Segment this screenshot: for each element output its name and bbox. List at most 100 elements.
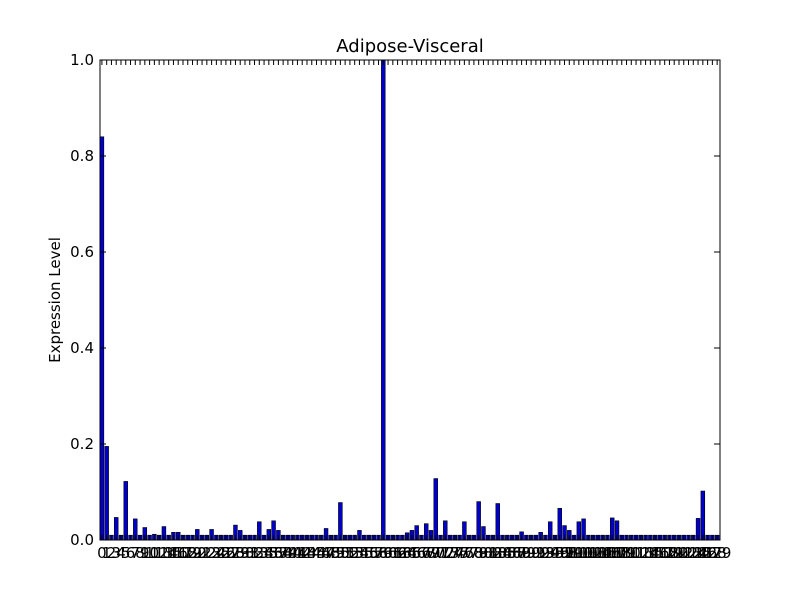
- x-tick-label-126: 126: [689, 544, 718, 562]
- x-tick-label-22: 22: [197, 544, 216, 562]
- x-tick-label-58: 58: [369, 544, 388, 562]
- x-tick-label-45: 45: [307, 544, 326, 562]
- y-tick-label-5: 1.0: [70, 51, 94, 69]
- x-tick-label-68: 68: [417, 544, 436, 562]
- x-tick-label-47: 47: [317, 544, 336, 562]
- x-tick-label-20: 20: [188, 544, 207, 562]
- x-tick-label-31: 31: [240, 544, 259, 562]
- x-tick-label-56: 56: [359, 544, 378, 562]
- x-ticks-group: 0123456789101112131415161718192021222324…: [97, 60, 731, 562]
- x-tick-label-6: 6: [126, 544, 136, 562]
- x-tick-label-124: 124: [679, 544, 708, 562]
- x-tick-label-101: 101: [569, 544, 598, 562]
- x-tick-label-41: 41: [288, 544, 307, 562]
- x-tick-label-113: 113: [627, 544, 656, 562]
- x-tick-label-77: 77: [460, 544, 479, 562]
- x-tick-label-24: 24: [207, 544, 226, 562]
- x-tick-label-128: 128: [698, 544, 727, 562]
- x-tick-label-87: 87: [507, 544, 526, 562]
- x-tick-label-94: 94: [541, 544, 560, 562]
- x-tick-label-16: 16: [169, 544, 188, 562]
- x-tick-label-95: 95: [545, 544, 564, 562]
- bar-5: [123, 481, 128, 541]
- x-tick-label-122: 122: [669, 544, 698, 562]
- x-tick-label-123: 123: [674, 544, 703, 562]
- x-tick-label-34: 34: [255, 544, 274, 562]
- x-tick-label-90: 90: [522, 544, 541, 562]
- x-tick-label-25: 25: [212, 544, 231, 562]
- x-tick-label-78: 78: [464, 544, 483, 562]
- x-tick-label-42: 42: [293, 544, 312, 562]
- x-tick-label-108: 108: [603, 544, 632, 562]
- x-tick-label-80: 80: [474, 544, 493, 562]
- x-tick-label-60: 60: [379, 544, 398, 562]
- x-tick-label-9: 9: [140, 544, 150, 562]
- x-tick-label-120: 120: [660, 544, 689, 562]
- x-tick-label-37: 37: [269, 544, 288, 562]
- x-tick-label-83: 83: [488, 544, 507, 562]
- bar-1: [104, 446, 109, 541]
- y-tick-label-0: 0.0: [70, 531, 94, 549]
- x-tick-label-88: 88: [512, 544, 531, 562]
- x-tick-label-33: 33: [250, 544, 269, 562]
- x-tick-label-100: 100: [565, 544, 594, 562]
- x-tick-label-55: 55: [355, 544, 374, 562]
- x-tick-label-84: 84: [493, 544, 512, 562]
- x-tick-label-48: 48: [321, 544, 340, 562]
- x-tick-label-92: 92: [531, 544, 550, 562]
- x-tick-label-69: 69: [421, 544, 440, 562]
- x-tick-label-71: 71: [431, 544, 450, 562]
- x-tick-label-103: 103: [579, 544, 608, 562]
- x-tick-label-5: 5: [121, 544, 131, 562]
- x-tick-label-119: 119: [655, 544, 684, 562]
- x-tick-label-4: 4: [116, 544, 126, 562]
- x-tick-label-54: 54: [350, 544, 369, 562]
- x-tick-label-99: 99: [565, 544, 584, 562]
- x-tick-label-3: 3: [111, 544, 121, 562]
- x-tick-label-75: 75: [450, 544, 469, 562]
- x-tick-label-105: 105: [588, 544, 617, 562]
- x-tick-label-74: 74: [445, 544, 464, 562]
- x-tick-label-91: 91: [526, 544, 545, 562]
- bar-50: [338, 502, 343, 541]
- bar-0: [99, 136, 105, 541]
- x-tick-label-129: 129: [703, 544, 732, 562]
- x-tick-label-10: 10: [140, 544, 159, 562]
- x-tick-label-32: 32: [245, 544, 264, 562]
- x-tick-label-46: 46: [312, 544, 331, 562]
- x-tick-label-49: 49: [326, 544, 345, 562]
- x-tick-label-51: 51: [336, 544, 355, 562]
- x-tick-label-81: 81: [479, 544, 498, 562]
- bar-83: [495, 503, 500, 541]
- x-tick-label-96: 96: [550, 544, 569, 562]
- x-tick-label-104: 104: [584, 544, 613, 562]
- x-tick-label-85: 85: [498, 544, 517, 562]
- x-tick-label-106: 106: [593, 544, 622, 562]
- x-tick-label-53: 53: [345, 544, 364, 562]
- x-tick-label-65: 65: [402, 544, 421, 562]
- x-tick-label-112: 112: [622, 544, 651, 562]
- x-tick-label-30: 30: [235, 544, 254, 562]
- x-tick-label-38: 38: [274, 544, 293, 562]
- x-tick-label-23: 23: [202, 544, 221, 562]
- x-tick-label-15: 15: [164, 544, 183, 562]
- x-tick-label-79: 79: [469, 544, 488, 562]
- x-tick-label-0: 0: [97, 544, 107, 562]
- bar-70: [433, 478, 438, 541]
- x-tick-label-28: 28: [226, 544, 245, 562]
- x-tick-label-121: 121: [665, 544, 694, 562]
- x-tick-label-97: 97: [555, 544, 574, 562]
- x-tick-label-26: 26: [216, 544, 235, 562]
- x-tick-label-13: 13: [154, 544, 173, 562]
- y-tick-label-4: 0.8: [70, 147, 94, 165]
- x-tick-label-11: 11: [145, 544, 164, 562]
- plot-frame: [99, 59, 721, 541]
- bar-79: [476, 501, 481, 541]
- chart-title: Adipose-Visceral: [336, 36, 483, 57]
- x-tick-label-107: 107: [598, 544, 627, 562]
- x-tick-label-52: 52: [340, 544, 359, 562]
- x-tick-label-109: 109: [607, 544, 636, 562]
- x-tick-label-12: 12: [150, 544, 169, 562]
- x-tick-label-1: 1: [102, 544, 112, 562]
